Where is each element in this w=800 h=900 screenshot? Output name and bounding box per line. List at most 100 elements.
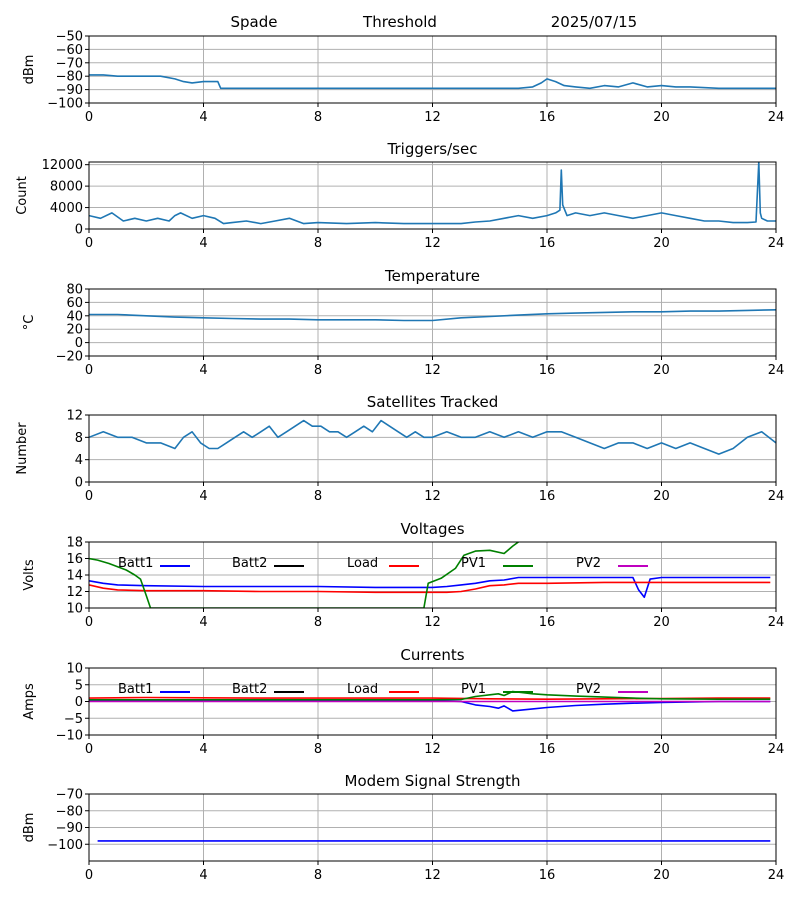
chart-title: Satellites Tracked [367, 393, 498, 411]
series-group [89, 542, 771, 608]
legend-label: Batt1 [118, 682, 153, 697]
series-line-pv1 [89, 690, 771, 701]
series-line-pv1 [89, 542, 519, 608]
x-tick-label: 0 [85, 110, 93, 125]
legend-label: PV2 [576, 682, 601, 697]
chart-title: Triggers/sec [387, 140, 478, 158]
series-group [89, 162, 776, 225]
y-tick-label: −90 [56, 83, 83, 98]
x-tick-label: 4 [199, 742, 207, 757]
x-tick-label: 20 [653, 742, 670, 757]
y-tick-label: 0 [75, 695, 83, 710]
y-tick-label: −70 [56, 788, 83, 803]
x-tick-label: 24 [768, 236, 785, 251]
chart-title: Temperature [384, 267, 480, 285]
x-tick-label: 8 [314, 615, 322, 630]
x-tick-label: 16 [539, 742, 556, 757]
series-line-triggers [89, 162, 776, 225]
header-site: Spade [231, 13, 278, 31]
series-group [89, 690, 771, 712]
chart-triggers: 0 4 8 12 16 20 24 0 4000 8000 12000 Count Triggers/s… [15, 140, 784, 251]
y-tick-label: 14 [66, 569, 83, 584]
y-tick-label: 80 [66, 283, 83, 298]
x-tick-label: 24 [768, 489, 785, 504]
y-tick-label: 10 [66, 662, 83, 677]
x-tick-label: 4 [199, 363, 207, 378]
x-tick-label: 20 [653, 615, 670, 630]
y-tick-label: 16 [66, 552, 83, 567]
x-tick-label: 8 [314, 363, 322, 378]
y-tick-label: −80 [56, 804, 83, 819]
legend-label: PV1 [461, 682, 486, 697]
x-tick-label: 12 [424, 742, 441, 757]
header-date: 2025/07/15 [551, 13, 637, 31]
y-axis-label: dBm [22, 813, 37, 843]
x-tick-label: 16 [539, 489, 556, 504]
series-line-load [89, 581, 771, 594]
x-tick-label: 16 [539, 615, 556, 630]
legend: Batt1 Batt2 Load PV1 PV2 [118, 682, 648, 697]
y-tick-label: −60 [56, 43, 83, 58]
y-tick-label: −10 [56, 729, 83, 744]
y-tick-label: −100 [47, 838, 83, 853]
y-tick-label: 60 [66, 296, 83, 311]
x-tick-label: 20 [653, 236, 670, 251]
x-tick-label: 4 [199, 110, 207, 125]
y-tick-label: −70 [56, 56, 83, 71]
x-tick-label: 4 [199, 489, 207, 504]
x-tick-label: 0 [85, 363, 93, 378]
y-tick-label: 0 [75, 336, 83, 351]
y-axis-label: Volts [22, 559, 37, 591]
x-tick-label: 0 [85, 489, 93, 504]
x-tick-label: 4 [199, 868, 207, 883]
y-tick-label: 0 [75, 476, 83, 491]
x-tick-label: 12 [424, 363, 441, 378]
y-tick-label: 18 [66, 536, 83, 551]
legend-label: Batt1 [118, 556, 153, 571]
figure-header: Spade Threshold 2025/07/15 [231, 13, 638, 31]
legend: Batt1 Batt2 Load PV1 PV2 [118, 556, 648, 571]
x-tick-label: 16 [539, 868, 556, 883]
x-tick-label: 24 [768, 110, 785, 125]
x-tick-label: 12 [424, 868, 441, 883]
x-tick-label: 12 [424, 489, 441, 504]
series-line-noise [89, 74, 776, 90]
x-tick-label: 12 [424, 615, 441, 630]
x-tick-label: 24 [768, 363, 785, 378]
x-tick-label: 20 [653, 868, 670, 883]
y-axis-label: dBm [22, 55, 37, 85]
header-mode: Threshold [362, 13, 437, 31]
legend-label: PV2 [576, 556, 601, 571]
y-tick-label: 5 [75, 678, 83, 693]
chart-noise: 0 4 8 12 16 20 24 −100−90−80−70−60−50 dBm [22, 30, 784, 126]
y-tick-label: −80 [56, 70, 83, 85]
y-axis-label: Number [15, 422, 30, 475]
x-tick-label: 8 [314, 742, 322, 757]
y-tick-label: 4000 [50, 201, 83, 216]
series-group [89, 419, 776, 455]
y-tick-label: 0 [75, 223, 83, 238]
x-tick-label: 20 [653, 489, 670, 504]
y-tick-label: 40 [66, 309, 83, 324]
chart-title: Voltages [400, 520, 464, 538]
series-group [89, 309, 776, 322]
y-tick-label: 8 [75, 431, 83, 446]
series-line-satellites [89, 419, 776, 455]
x-tick-label: 0 [85, 236, 93, 251]
x-tick-label: 20 [653, 363, 670, 378]
y-axis-label: Amps [22, 683, 37, 720]
x-tick-label: 0 [85, 868, 93, 883]
y-tick-label: −5 [64, 712, 83, 727]
x-tick-label: 0 [85, 742, 93, 757]
x-tick-label: 0 [85, 615, 93, 630]
x-tick-label: 8 [314, 110, 322, 125]
y-tick-label: 4 [75, 453, 83, 468]
x-tick-label: 12 [424, 110, 441, 125]
y-tick-label: 12 [66, 409, 83, 424]
y-tick-label: −50 [56, 30, 83, 45]
x-tick-label: 8 [314, 868, 322, 883]
y-tick-label: 10 [66, 602, 83, 617]
legend-label: Load [347, 682, 378, 697]
